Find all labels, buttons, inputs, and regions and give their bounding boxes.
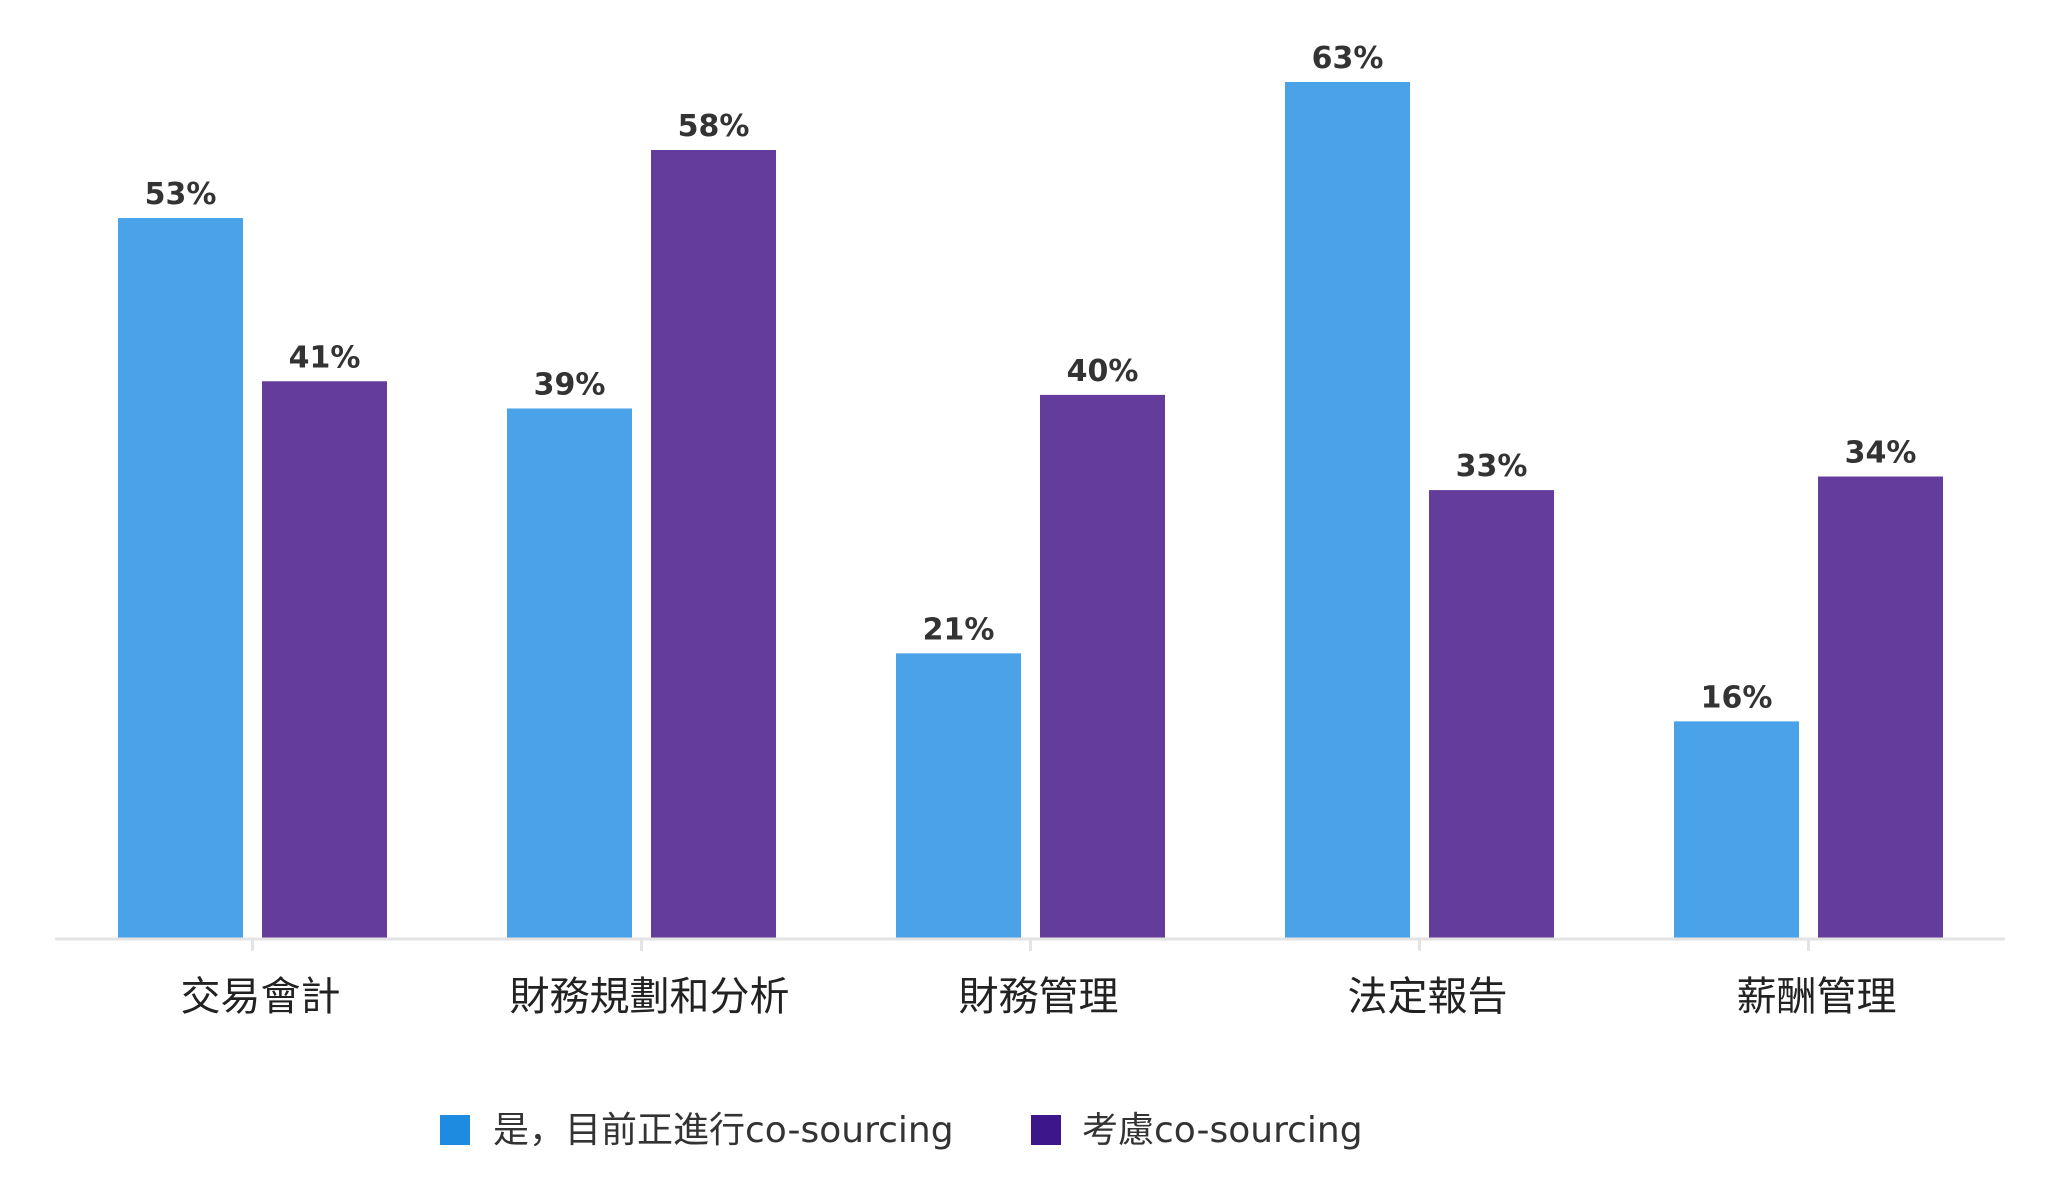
legend: 是，目前正進行co-sourcing 考慮co-sourcing <box>440 1110 1363 1151</box>
bar-considering-2 <box>651 150 776 939</box>
bar-current-4 <box>1285 82 1410 939</box>
data-label: 58% <box>678 109 750 144</box>
bar-current-5 <box>1674 721 1799 939</box>
data-label: 34% <box>1845 435 1917 470</box>
data-label: 21% <box>923 612 995 647</box>
data-label: 41% <box>289 340 361 375</box>
legend-swatch <box>1031 1115 1061 1145</box>
data-label: 40% <box>1067 354 1139 389</box>
bar-current-3 <box>896 653 1021 939</box>
value-labels-layer: 53% 41% 39% 58% 21% 40% 63% 33% 16% 34% <box>145 41 1917 715</box>
category-labels-layer: 交易會計 財務規劃和分析 財務管理 法定報告 薪酬管理 <box>181 974 1897 1020</box>
bar-considering-1 <box>262 381 387 939</box>
legend-entry: 是，目前正進行co-sourcing <box>493 1110 954 1151</box>
legend-entry: 考慮co-sourcing <box>1082 1110 1363 1151</box>
data-label: 53% <box>145 177 217 212</box>
data-label: 16% <box>1701 680 1773 715</box>
bar-considering-3 <box>1040 394 1165 939</box>
x-tick-label: 薪酬管理 <box>1737 974 1897 1020</box>
bar-current-1 <box>118 218 243 940</box>
data-label: 63% <box>1312 41 1384 76</box>
bar-considering-5 <box>1818 476 1943 939</box>
x-tick-label: 法定報告 <box>1348 974 1508 1020</box>
data-label: 39% <box>534 367 606 402</box>
x-tick-label: 財務規劃和分析 <box>510 974 790 1020</box>
data-label: 33% <box>1456 449 1528 484</box>
legend-swatch <box>440 1115 470 1145</box>
x-tick-label: 交易會計 <box>181 974 341 1020</box>
x-axis <box>55 937 2005 951</box>
bar-current-2 <box>507 408 632 939</box>
bar-considering-4 <box>1429 490 1554 939</box>
x-tick-label: 財務管理 <box>959 974 1119 1020</box>
bars-layer <box>118 82 1943 940</box>
